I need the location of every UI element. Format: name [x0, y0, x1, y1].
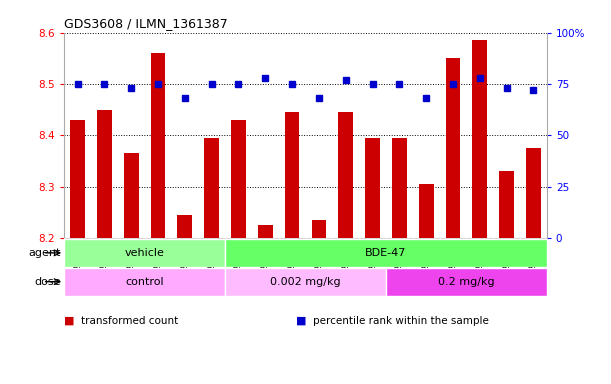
- Bar: [526, 148, 541, 238]
- Bar: [177, 215, 192, 238]
- Bar: [225, 268, 386, 296]
- Bar: [338, 112, 353, 238]
- Bar: [204, 138, 219, 238]
- Text: transformed count: transformed count: [81, 316, 178, 326]
- Text: percentile rank within the sample: percentile rank within the sample: [313, 316, 489, 326]
- Text: vehicle: vehicle: [125, 248, 164, 258]
- Bar: [258, 225, 273, 238]
- Bar: [472, 40, 487, 238]
- Text: dose: dose: [35, 276, 61, 287]
- Bar: [231, 120, 246, 238]
- Text: ■: ■: [64, 316, 75, 326]
- Text: agent: agent: [29, 248, 61, 258]
- Bar: [151, 53, 166, 238]
- Bar: [70, 120, 85, 238]
- Bar: [445, 58, 460, 238]
- Bar: [419, 184, 434, 238]
- Text: GDS3608 / ILMN_1361387: GDS3608 / ILMN_1361387: [64, 17, 228, 30]
- Text: control: control: [125, 276, 164, 287]
- Bar: [386, 268, 547, 296]
- Text: 0.2 mg/kg: 0.2 mg/kg: [438, 276, 495, 287]
- Bar: [365, 138, 380, 238]
- Bar: [225, 239, 547, 267]
- Bar: [64, 239, 225, 267]
- Bar: [97, 110, 112, 238]
- Bar: [285, 112, 299, 238]
- Bar: [392, 138, 407, 238]
- Text: 0.002 mg/kg: 0.002 mg/kg: [270, 276, 341, 287]
- Text: ■: ■: [296, 316, 307, 326]
- Bar: [312, 220, 326, 238]
- Bar: [499, 171, 514, 238]
- Bar: [64, 268, 225, 296]
- Bar: [124, 153, 139, 238]
- Text: BDE-47: BDE-47: [365, 248, 407, 258]
